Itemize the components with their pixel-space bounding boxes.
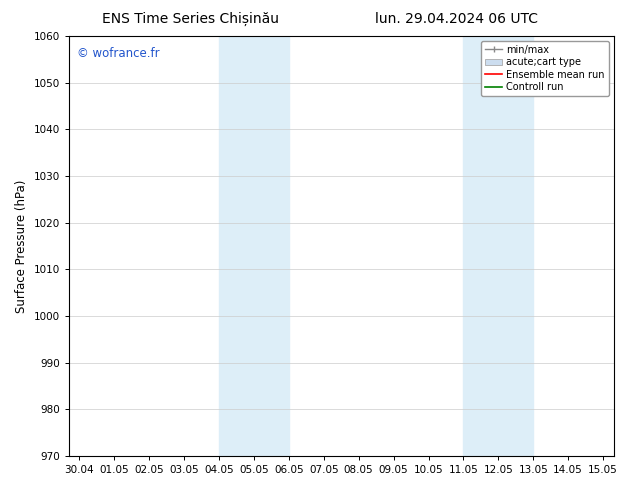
Text: lun. 29.04.2024 06 UTC: lun. 29.04.2024 06 UTC (375, 12, 538, 26)
Text: ENS Time Series Chișinău: ENS Time Series Chișinău (101, 12, 279, 26)
Bar (463, 36, 533, 456)
Y-axis label: Surface Pressure (hPa): Surface Pressure (hPa) (15, 179, 28, 313)
Legend: min/max, acute;cart type, Ensemble mean run, Controll run: min/max, acute;cart type, Ensemble mean … (481, 41, 609, 96)
Bar (219, 36, 289, 456)
Text: © wofrance.fr: © wofrance.fr (77, 47, 160, 60)
